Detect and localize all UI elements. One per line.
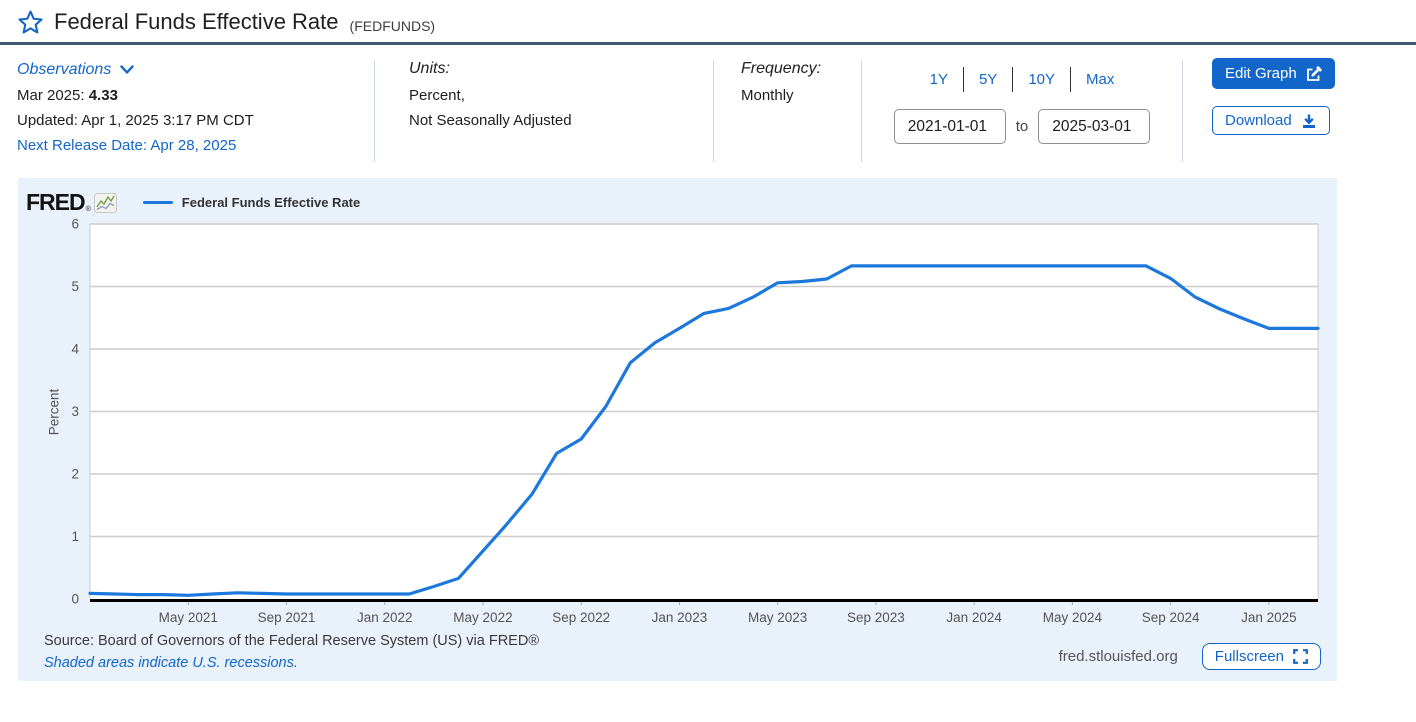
observations-dropdown[interactable]: Observations xyxy=(17,61,374,79)
svg-text:2: 2 xyxy=(71,467,79,482)
date-range-panel: 1Y 5Y 10Y Max to xyxy=(862,58,1182,164)
range-button-max[interactable]: Max xyxy=(1086,71,1115,88)
observations-label: Observations xyxy=(17,61,112,78)
fred-sparkline-icon xyxy=(93,193,117,213)
range-button-5y[interactable]: 5Y xyxy=(978,71,998,88)
legend-line-swatch xyxy=(142,201,173,204)
fullscreen-button[interactable]: Fullscreen xyxy=(1201,643,1321,670)
series-title-bar: Federal Funds Effective Rate (FEDFUNDS) xyxy=(0,0,1416,42)
svg-text:6: 6 xyxy=(71,217,79,232)
latest-observation: Mar 2025: 4.33 xyxy=(17,87,118,104)
frequency-label: Frequency: xyxy=(741,60,822,77)
fred-registered-mark: ® xyxy=(85,206,91,213)
download-button[interactable]: Download xyxy=(1212,106,1330,135)
svg-text:May 2024: May 2024 xyxy=(1043,610,1103,625)
site-url: fred.stlouisfed.org xyxy=(1058,648,1178,665)
favorite-star-icon[interactable] xyxy=(18,10,43,34)
divider xyxy=(1012,67,1014,92)
start-date-input[interactable] xyxy=(893,109,1006,144)
fred-logo-text: FRED xyxy=(26,189,86,215)
svg-text:Sep 2023: Sep 2023 xyxy=(847,610,905,625)
fullscreen-icon xyxy=(1293,649,1308,664)
divider xyxy=(713,60,714,162)
svg-text:0: 0 xyxy=(71,592,79,607)
range-button-10y[interactable]: 10Y xyxy=(1028,71,1056,88)
frequency-panel: Frequency: Monthly xyxy=(714,58,861,164)
svg-text:4: 4 xyxy=(71,342,79,357)
updated-timestamp: Updated: Apr 1, 2025 3:17 PM CDT xyxy=(17,112,254,129)
svg-text:Jan 2024: Jan 2024 xyxy=(946,610,1002,625)
svg-text:Jan 2022: Jan 2022 xyxy=(357,610,413,625)
range-button-1y[interactable]: 1Y xyxy=(929,71,948,88)
legend-label: Federal Funds Effective Rate xyxy=(181,195,361,210)
download-icon xyxy=(1302,114,1315,128)
footer-right: fred.stlouisfed.org Fullscreen xyxy=(1059,642,1321,671)
date-range-inputs: to xyxy=(893,109,1151,144)
units-value-2: Not Seasonally Adjusted xyxy=(409,112,572,129)
actions-panel: Edit Graph Download xyxy=(1183,58,1416,164)
svg-text:3: 3 xyxy=(71,404,79,419)
units-label: Units: xyxy=(409,60,450,77)
range-preset-buttons: 1Y 5Y 10Y Max xyxy=(915,67,1130,92)
svg-text:5: 5 xyxy=(71,279,79,294)
units-value-1: Percent, xyxy=(409,87,465,104)
svg-text:Jan 2025: Jan 2025 xyxy=(1241,610,1297,625)
next-release-link[interactable]: Next Release Date: Apr 28, 2025 xyxy=(17,137,237,154)
chart-footer: Source: Board of Governors of the Federa… xyxy=(18,628,1337,671)
svg-text:May 2022: May 2022 xyxy=(453,610,512,625)
series-id: (FEDFUNDS) xyxy=(349,17,436,34)
source-text: Source: Board of Governors of the Federa… xyxy=(44,633,540,649)
svg-text:May 2023: May 2023 xyxy=(748,610,807,625)
svg-text:Sep 2024: Sep 2024 xyxy=(1142,610,1200,625)
svg-text:1: 1 xyxy=(71,529,79,544)
svg-text:Sep 2022: Sep 2022 xyxy=(552,610,610,625)
observations-panel: Observations Mar 2025: 4.33 Updated: Apr… xyxy=(0,58,374,164)
title-divider xyxy=(0,42,1416,45)
edit-graph-button[interactable]: Edit Graph xyxy=(1212,58,1335,89)
end-date-input[interactable] xyxy=(1038,109,1151,144)
source-block: Source: Board of Governors of the Federa… xyxy=(44,633,539,671)
fred-logo[interactable]: FRED ® xyxy=(26,191,117,214)
chart-section: FRED ® Federal Funds Effective Rate Perc… xyxy=(18,178,1337,681)
divider xyxy=(1070,67,1072,92)
chart-header: FRED ® Federal Funds Effective Rate xyxy=(18,178,1337,216)
divider xyxy=(374,60,375,162)
controls-row: Observations Mar 2025: 4.33 Updated: Apr… xyxy=(0,45,1416,164)
divider xyxy=(1182,60,1183,162)
to-label: to xyxy=(1015,118,1029,135)
latest-value: 4.33 xyxy=(88,87,118,104)
frequency-value: Monthly xyxy=(741,87,794,104)
recessions-note-link[interactable]: Shaded areas indicate U.S. recessions. xyxy=(44,655,298,671)
svg-text:Jan 2023: Jan 2023 xyxy=(652,610,708,625)
divider xyxy=(861,60,862,162)
chevron-down-icon xyxy=(120,65,134,74)
edit-icon xyxy=(1306,65,1322,81)
svg-text:Sep 2021: Sep 2021 xyxy=(258,610,316,625)
chart-body: Percent 0 1 2 3 4 5 6 May 2021 Sep 2021 Jan 2022 M… xyxy=(18,216,1337,628)
y-axis-label: Percent xyxy=(46,388,62,436)
page-title: Federal Funds Effective Rate xyxy=(54,9,339,34)
svg-text:May 2021: May 2021 xyxy=(159,610,218,625)
rate-line-chart[interactable]: 0 1 2 3 4 5 6 May 2021 Sep 2021 Jan 2022 May 2022 S… xyxy=(18,216,1337,628)
units-panel: Units: Percent, Not Seasonally Adjusted xyxy=(375,58,713,164)
divider xyxy=(962,67,964,92)
